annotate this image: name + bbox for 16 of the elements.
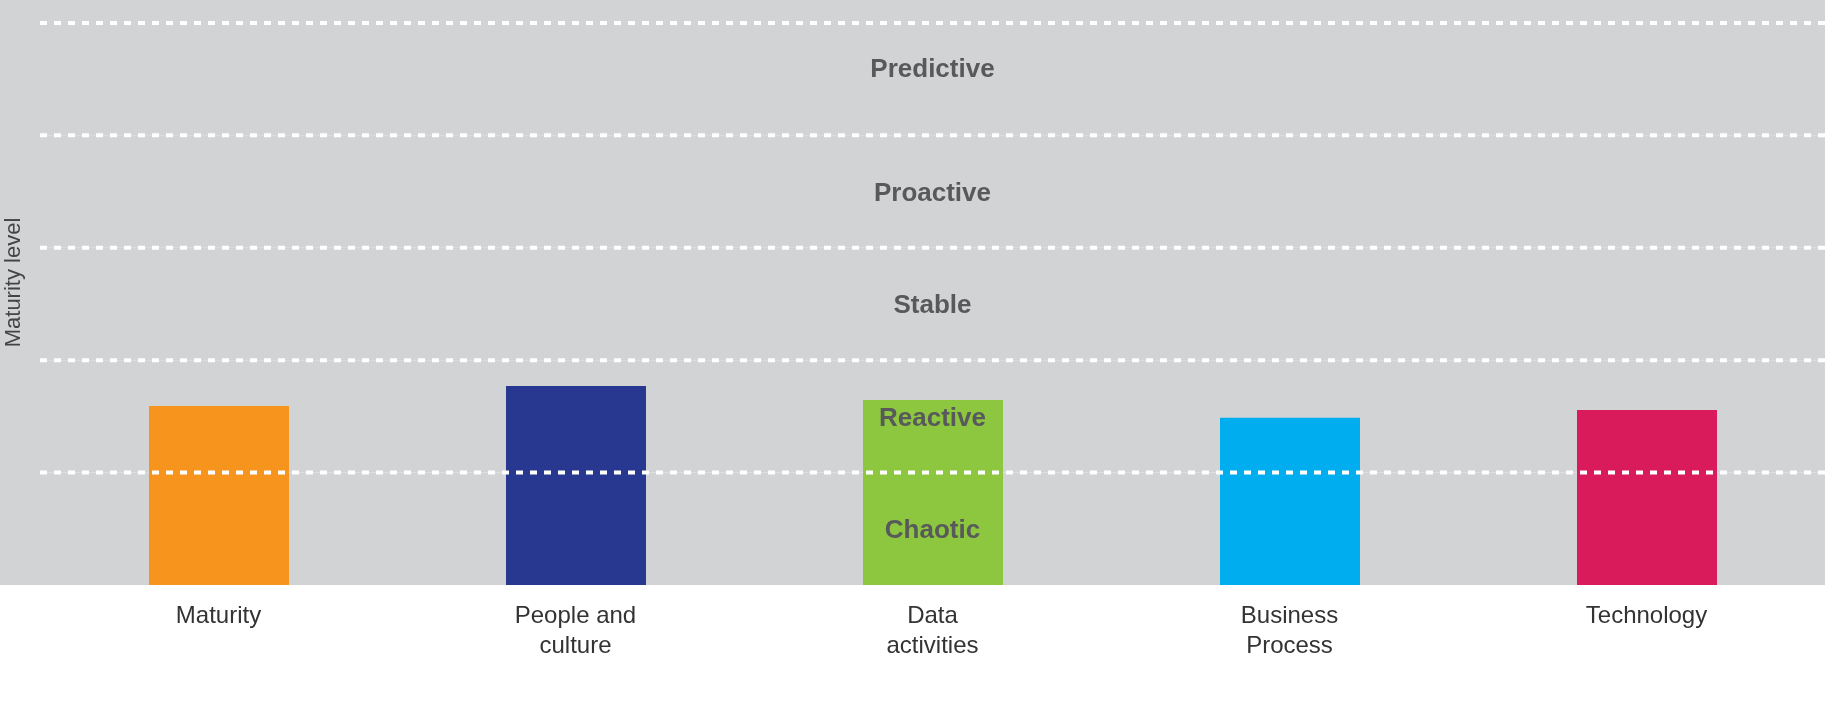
band-label: Proactive (873, 176, 992, 207)
y-axis-title: Maturity level (0, 217, 25, 348)
x-tick-label: Technology (1585, 601, 1708, 628)
band-label: Stable (893, 289, 972, 320)
band-label: Reactive (879, 401, 986, 432)
band-label: Chaotic (884, 514, 981, 545)
bar (506, 386, 646, 585)
x-tick-label: Maturity (175, 601, 262, 628)
x-tick-label: Business Process (1240, 601, 1339, 658)
bar (1577, 409, 1717, 585)
bar (1220, 417, 1360, 585)
x-tick-label: Data activities (886, 601, 979, 658)
x-tick-label: People and culture (514, 601, 637, 658)
bar (149, 405, 289, 585)
bar (863, 399, 1003, 585)
band-label: Predictive (870, 52, 995, 83)
